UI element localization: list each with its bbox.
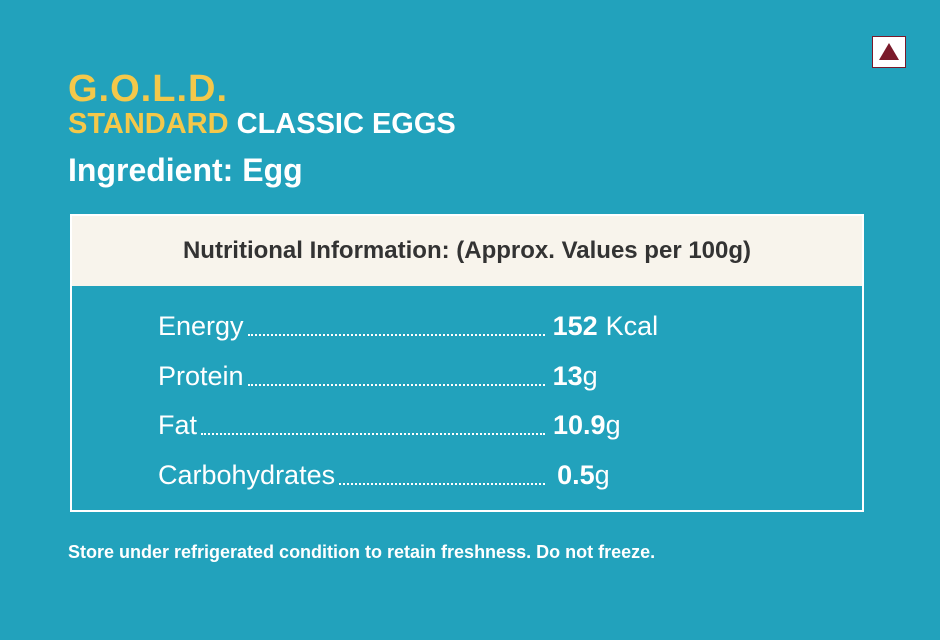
dot-leader (339, 483, 546, 485)
nutrient-name: Carbohydrates (158, 460, 336, 490)
nutrition-table: Nutritional Information: (Approx. Values… (70, 214, 864, 512)
nutrient-name: Energy (158, 311, 244, 341)
brand-product: CLASSIC EGGS (236, 108, 456, 140)
table-header: Nutritional Information: (Approx. Values… (72, 216, 862, 286)
nutrient-value: 10.9 (553, 410, 606, 440)
brand-logo: G.O.L.D. (68, 68, 228, 110)
nutrition-row: Fat 10.9 g (158, 401, 718, 441)
nutrient-unit: Kcal (605, 311, 659, 341)
storage-note: Store under refrigerated condition to re… (68, 542, 656, 562)
nutrition-row: Carbohydrates 0.5 g (158, 451, 718, 491)
nutrient-unit: g (605, 410, 621, 440)
ingredient: Ingredient: Egg (68, 152, 303, 188)
nutrient-value: 13 (552, 361, 583, 391)
brand-standard: STANDARD (68, 108, 229, 140)
nutrient-name: Fat (158, 410, 198, 440)
nutrient-unit: g (582, 361, 598, 391)
dot-leader (247, 384, 545, 386)
corner-icon (872, 36, 906, 68)
nutrition-row: Protein 13 g (158, 352, 718, 392)
nutrient-name: Protein (158, 361, 244, 391)
nutrient-value: 0.5 (557, 460, 595, 490)
nutrition-row: Energy 152 Kcal (158, 302, 718, 342)
brand-line: STANDARD CLASSIC EGGS (68, 108, 456, 141)
nutrient-unit: g (594, 460, 610, 490)
dot-leader (247, 334, 545, 336)
dot-leader (201, 433, 546, 435)
nutrient-value: 152 (552, 311, 598, 341)
